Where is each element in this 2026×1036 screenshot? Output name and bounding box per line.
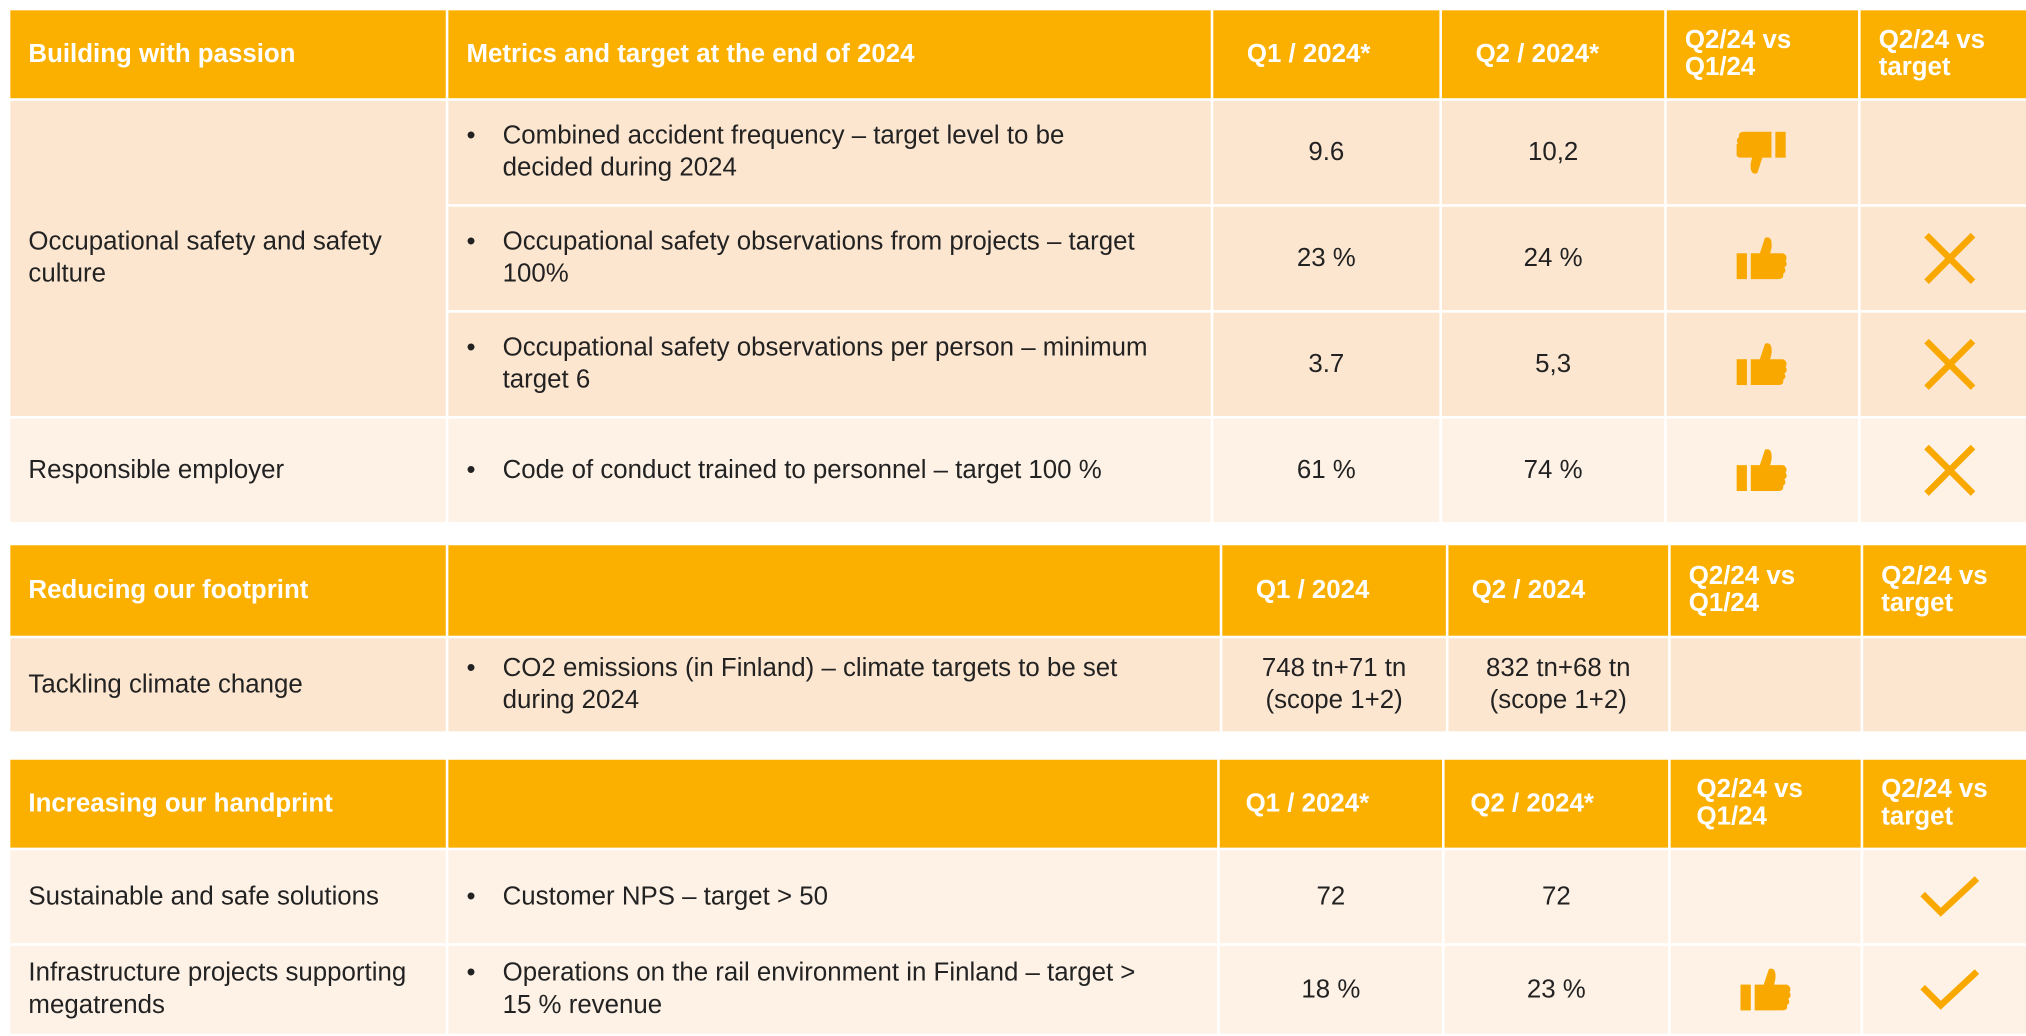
q2-cell: 10,2 <box>1441 100 1665 205</box>
q2-cell: 23 % <box>1444 945 1669 1034</box>
q1-cell: 3.7 <box>1213 312 1440 417</box>
trend-cell <box>1666 100 1859 205</box>
q1-cell: 61 % <box>1213 418 1440 523</box>
q1-cell: 72 <box>1219 850 1442 944</box>
q1-cell: 748 tn+71 tn (scope 1+2) <box>1222 638 1446 732</box>
thumbs-up-icon <box>1739 968 1790 1011</box>
header-cell <box>448 759 1218 848</box>
target-cell <box>1860 100 2026 205</box>
cross-icon <box>1921 230 1978 287</box>
metric-cell: Occupational safety observations per per… <box>448 312 1211 417</box>
section-table: Increasing our handprint Q1 / 2024* Q2 /… <box>8 757 2026 1036</box>
header-cell: Q2/24 vs target <box>1860 10 2026 99</box>
group-cell: Responsible employer <box>10 418 446 523</box>
header-cell: Reducing our footprint <box>10 545 446 636</box>
trend-cell <box>1666 418 1859 523</box>
header-cell: Q1 / 2024* <box>1213 10 1440 99</box>
thumbs-up-icon <box>1736 237 1787 280</box>
q2-cell: 5,3 <box>1441 312 1665 417</box>
header-cell: Q2 / 2024 <box>1448 545 1669 636</box>
q2-cell: 832 tn+68 tn (scope 1+2) <box>1448 638 1669 732</box>
target-cell <box>1863 945 2026 1034</box>
metric-cell: Operations on the rail environment in Fi… <box>448 945 1218 1034</box>
trend-cell <box>1666 206 1859 311</box>
header-cell <box>448 545 1220 636</box>
q2-cell: 72 <box>1444 850 1669 944</box>
target-cell <box>1863 638 2026 732</box>
q2-cell: 24 % <box>1441 206 1665 311</box>
header-cell: Q1 / 2024* <box>1219 759 1442 848</box>
metric-cell: Customer NPS – target > 50 <box>448 850 1218 944</box>
cross-icon <box>1921 442 1978 499</box>
header-cell: Q2/24 vs target <box>1863 759 2026 848</box>
trend-cell <box>1670 945 1861 1034</box>
trend-cell <box>1666 312 1859 417</box>
header-cell: Increasing our handprint <box>10 759 446 848</box>
metric-cell: CO2 emissions (in Finland) – climate tar… <box>448 638 1220 732</box>
header-cell: Building with passion <box>10 10 446 99</box>
metric-cell: Occupational safety observations from pr… <box>448 206 1211 311</box>
target-cell <box>1860 312 2026 417</box>
q1-cell: 18 % <box>1219 945 1442 1034</box>
header-cell: Q1 / 2024 <box>1222 545 1446 636</box>
header-cell: Q2 / 2024* <box>1444 759 1669 848</box>
metric-cell: Combined accident frequency – target lev… <box>448 100 1211 205</box>
thumbs-up-icon <box>1736 449 1787 491</box>
thumbs-down-icon <box>1737 129 1789 176</box>
group-cell: Sustainable and safe solutions <box>10 850 446 944</box>
section-table: Building with passion Metrics and target… <box>8 8 2026 525</box>
header-cell: Q2/24 vs Q1/24 <box>1670 545 1861 636</box>
target-cell <box>1860 418 2026 523</box>
trend-cell <box>1670 850 1861 944</box>
group-cell: Occupational safety and safety culture <box>10 100 446 417</box>
header-cell: Q2/24 vs target <box>1863 545 2026 636</box>
thumbs-up-icon <box>1736 343 1787 386</box>
target-cell <box>1860 206 2026 311</box>
header-cell: Q2 / 2024* <box>1441 10 1665 99</box>
header-cell: Metrics and target at the end of 2024 <box>448 10 1211 99</box>
target-cell <box>1863 850 2026 944</box>
q1-cell: 9.6 <box>1213 100 1440 205</box>
q1-cell: 23 % <box>1213 206 1440 311</box>
check-icon <box>1920 964 1982 1016</box>
group-cell: Tackling climate change <box>10 638 446 732</box>
section-table: Reducing our footprint Q1 / 2024 Q2 / 20… <box>8 543 2026 734</box>
group-cell: Infrastructure projects supporting megat… <box>10 945 446 1034</box>
header-cell: Q2/24 vs Q1/24 <box>1670 759 1861 848</box>
header-cell: Q2/24 vs Q1/24 <box>1666 10 1859 99</box>
q2-cell: 74 % <box>1441 418 1665 523</box>
check-icon <box>1920 871 1982 923</box>
trend-cell <box>1670 638 1861 732</box>
cross-icon <box>1921 336 1978 393</box>
metric-cell: Code of conduct trained to personnel – t… <box>448 418 1211 523</box>
